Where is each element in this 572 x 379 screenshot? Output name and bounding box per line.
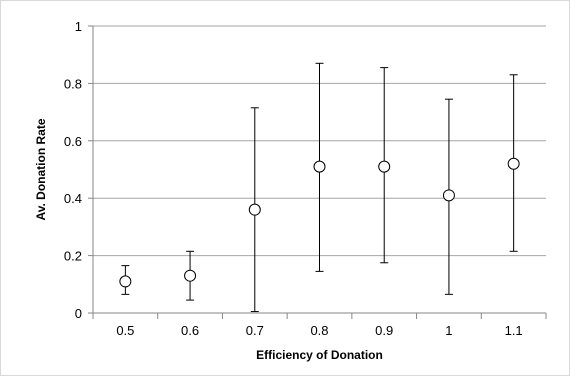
x-axis-title: Efficiency of Donation [256,348,383,362]
x-tick-label: 1.1 [505,323,523,338]
x-tick-label: 0.8 [310,323,328,338]
data-point [507,157,520,170]
x-tick-label: 1 [445,323,452,338]
data-point [313,160,326,173]
data-point [442,189,455,202]
data-point [378,160,391,173]
y-tick-labels: 0 0.2 0.4 0.6 0.8 1 [64,19,82,321]
y-tick-label: 0.8 [64,76,82,91]
y-axis-title: Av. Donation Rate [34,118,48,220]
x-tick-label: 0.7 [246,323,264,338]
data-points [119,157,520,288]
x-tick-label: 0.5 [116,323,134,338]
x-tick-label: 0.6 [181,323,199,338]
y-tick-label: 0.6 [64,134,82,149]
x-tick-label: 0.9 [375,323,393,338]
y-tick-label: 0.4 [64,191,82,206]
data-point [248,203,261,216]
data-point [184,269,197,282]
axes [88,25,547,319]
x-tick-labels: 0.5 0.6 0.7 0.8 0.9 1 1.1 [116,323,522,338]
data-point [119,275,132,288]
y-tick-label: 1 [75,19,82,34]
y-tick-label: 0 [75,306,82,321]
y-tick-label: 0.2 [64,249,82,264]
error-bars [121,62,518,313]
